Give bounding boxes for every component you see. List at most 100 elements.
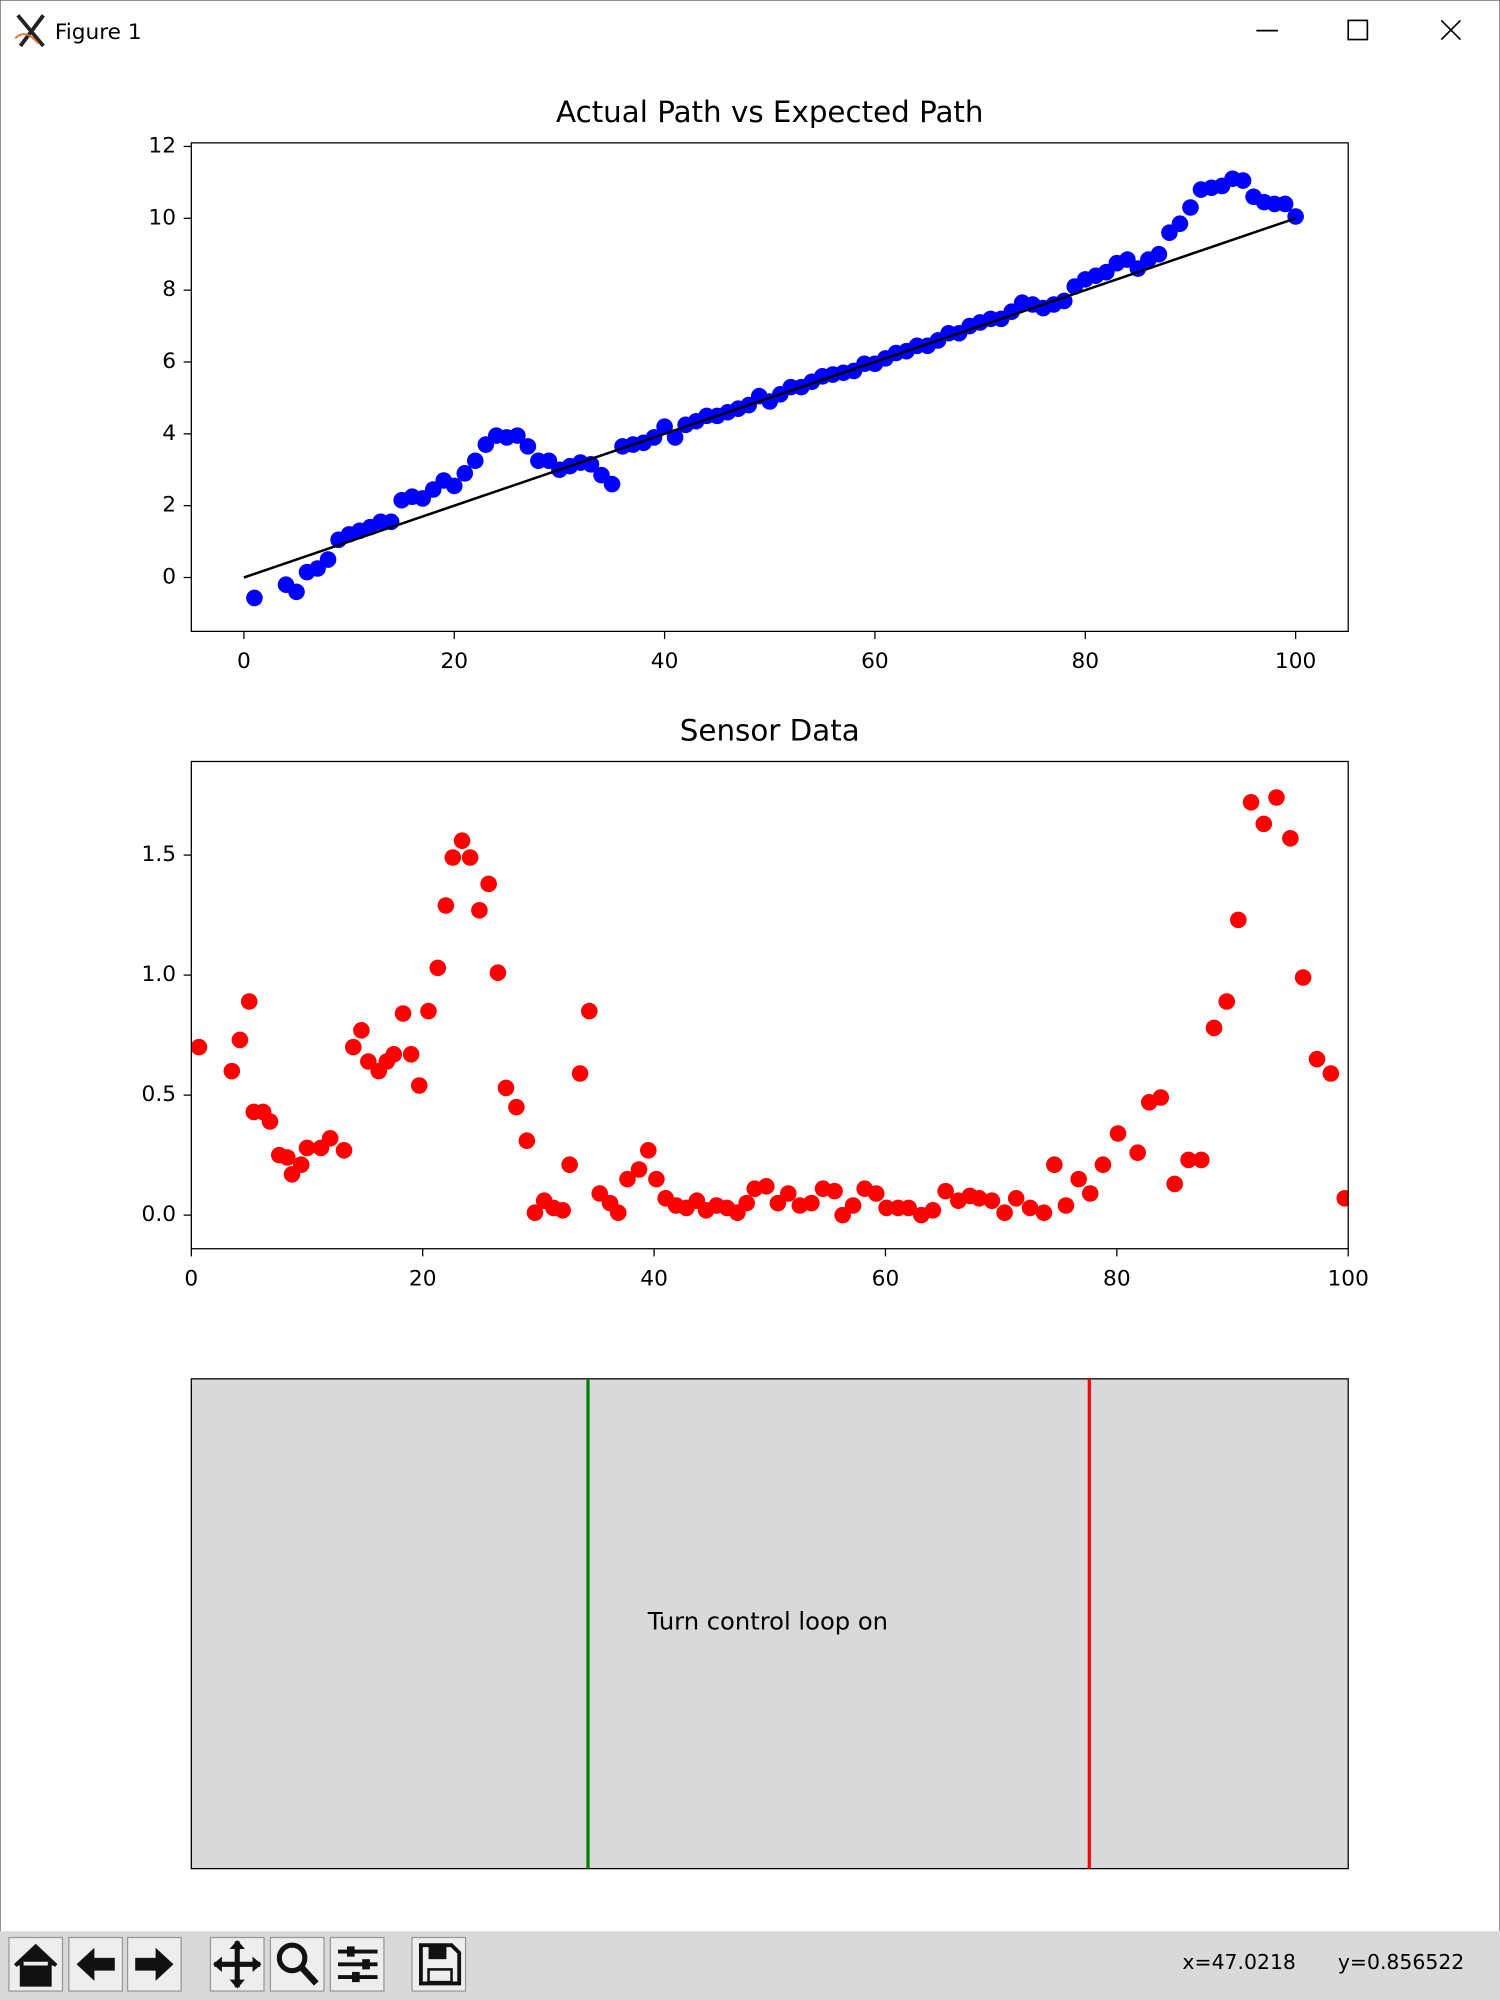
- point: [1057, 1197, 1075, 1214]
- chart: Sensor Data 0 20 40 60 80 100 0.0 0.5 1.0 1.5: [142, 714, 1369, 1292]
- point: [345, 1038, 362, 1056]
- point: [461, 849, 479, 866]
- x-tick-label: 80: [1071, 649, 1099, 674]
- point: [1294, 969, 1312, 986]
- point: [834, 1206, 851, 1224]
- x-tick-label: 20: [440, 649, 468, 674]
- button-axes[interactable]: [190, 1378, 1349, 1870]
- point: [603, 475, 621, 493]
- point: [453, 832, 471, 849]
- point: [1242, 793, 1260, 811]
- home-button[interactable]: [8, 1936, 64, 1992]
- point: [360, 1053, 377, 1070]
- point: [758, 1178, 775, 1195]
- point: [526, 1204, 544, 1222]
- point: [878, 1199, 895, 1217]
- point: [508, 1098, 525, 1116]
- point: [444, 849, 462, 866]
- point: [554, 1202, 571, 1219]
- x-tick-label: 0: [184, 1266, 198, 1291]
- y-tick-label: 2: [162, 493, 176, 518]
- point: [1046, 1156, 1063, 1174]
- point: [1070, 1170, 1087, 1188]
- point: [298, 1139, 316, 1157]
- point: [261, 1113, 279, 1130]
- point: [1166, 1175, 1183, 1193]
- point: [321, 1130, 339, 1147]
- point: [288, 583, 305, 601]
- x-tick-label: 0: [237, 649, 251, 674]
- point: [571, 1065, 589, 1082]
- point: [471, 902, 488, 919]
- point: [1171, 215, 1189, 232]
- y-tick-label: 6: [162, 349, 176, 374]
- window-title: Figure 1: [55, 20, 142, 45]
- point: [1234, 172, 1252, 189]
- point: [445, 477, 463, 495]
- zoom-button[interactable]: [269, 1936, 325, 1992]
- save-button[interactable]: [411, 1936, 467, 1992]
- point: [1336, 1190, 1349, 1207]
- point: [983, 1192, 1001, 1210]
- point: [231, 1031, 249, 1049]
- point: [924, 1202, 942, 1219]
- point: [489, 964, 507, 981]
- point: [1218, 993, 1236, 1010]
- point: [1192, 1151, 1210, 1169]
- button-label[interactable]: Turn control loop on: [647, 1607, 888, 1635]
- point: [640, 1142, 657, 1159]
- point: [769, 1194, 787, 1212]
- point: [394, 1005, 412, 1022]
- point: [738, 1194, 755, 1212]
- point: [1035, 1204, 1053, 1222]
- point: [402, 1046, 420, 1063]
- point: [1308, 1050, 1326, 1068]
- point: [1282, 829, 1299, 847]
- y-tick-label: 12: [148, 133, 176, 158]
- point: [648, 1170, 665, 1188]
- point: [518, 1132, 536, 1150]
- point: [279, 1149, 296, 1166]
- maximize-button[interactable]: [1347, 19, 1369, 41]
- chart-title: Actual Path vs Expected Path: [556, 95, 983, 129]
- point: [996, 1204, 1013, 1222]
- point: [1255, 815, 1273, 833]
- point: [292, 1156, 310, 1174]
- configure-button[interactable]: [329, 1936, 385, 1992]
- point: [666, 429, 684, 446]
- point: [335, 1142, 353, 1159]
- point: [779, 1185, 797, 1202]
- line: [243, 217, 1297, 579]
- point: [937, 1182, 954, 1200]
- point: [1007, 1190, 1025, 1207]
- point: [900, 1199, 917, 1217]
- close-button[interactable]: [1440, 19, 1462, 41]
- x-tick-label: 100: [1275, 649, 1316, 674]
- plot-area: [191, 789, 1349, 1224]
- back-button[interactable]: [68, 1936, 124, 1992]
- point: [410, 1077, 428, 1094]
- x-tick-label: 60: [872, 1266, 900, 1291]
- point: [519, 438, 537, 455]
- x-tick-label: 100: [1328, 1266, 1369, 1291]
- point: [630, 1161, 648, 1178]
- status-x: x=47.0218: [1182, 1950, 1295, 1974]
- point: [803, 1194, 820, 1212]
- point: [970, 1190, 988, 1207]
- point: [591, 1185, 608, 1202]
- x-tick-label: 40: [651, 649, 679, 674]
- point: [609, 1204, 627, 1222]
- app-icon: [14, 14, 45, 48]
- point: [353, 1022, 370, 1039]
- point: [456, 465, 474, 482]
- point: [1276, 195, 1294, 213]
- pan-button[interactable]: [209, 1936, 265, 1992]
- y-tick-label: 0: [162, 564, 176, 589]
- forward-button[interactable]: [126, 1936, 182, 1992]
- y-tick-label: 0.5: [142, 1082, 176, 1107]
- point: [1081, 1185, 1099, 1202]
- point: [480, 875, 497, 893]
- point: [437, 897, 455, 914]
